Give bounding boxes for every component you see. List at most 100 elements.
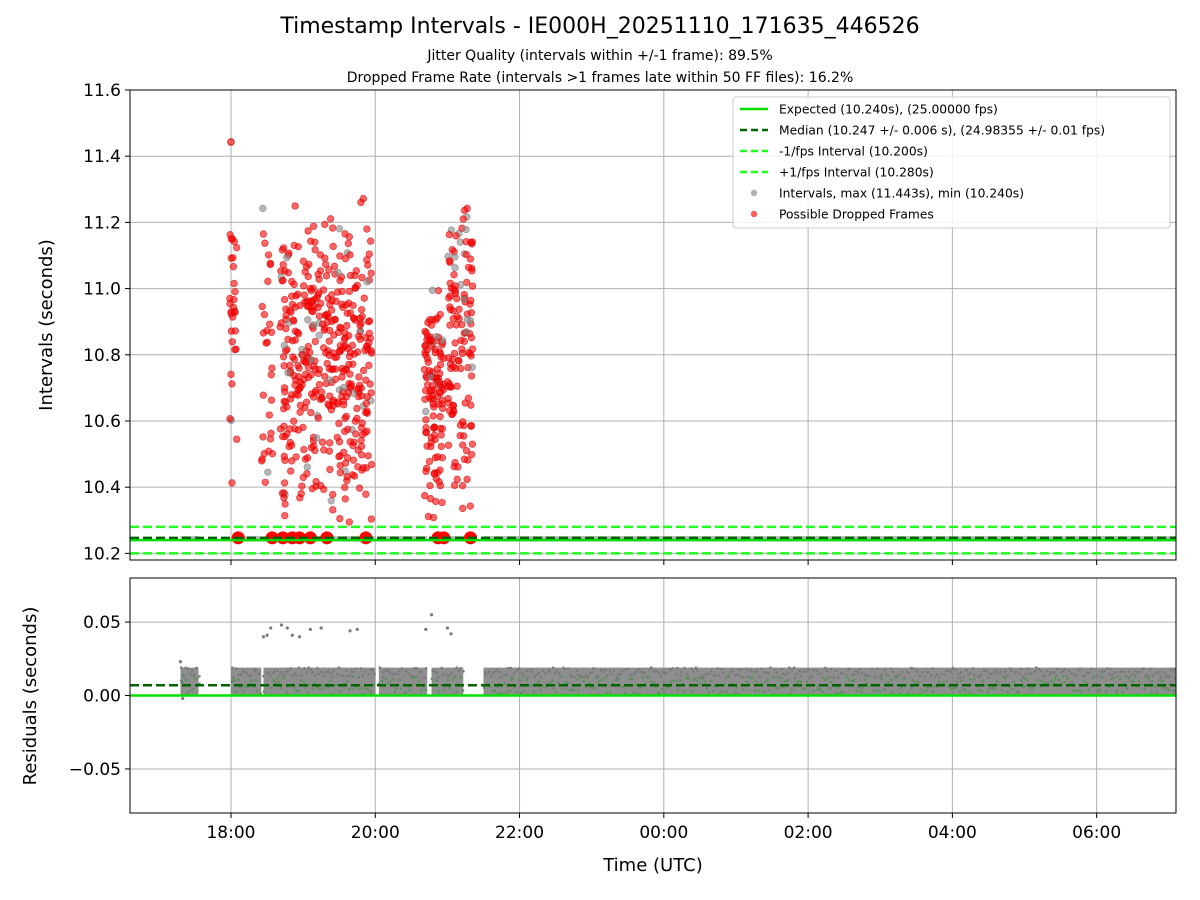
residual-point xyxy=(489,675,493,679)
residual-point xyxy=(803,686,807,690)
dropped-frame-point xyxy=(425,393,433,401)
dropped-frame-point xyxy=(322,272,331,280)
dropped-frame-point xyxy=(314,303,322,312)
residual-point xyxy=(1039,669,1043,673)
residual-point xyxy=(436,675,440,679)
residual-point xyxy=(344,669,348,672)
residual-point xyxy=(1014,670,1018,673)
residual-outlier-point xyxy=(178,660,183,664)
residual-point xyxy=(551,666,555,669)
residual-point xyxy=(391,678,395,681)
interval-y-tick-label: 11.0 xyxy=(83,280,121,300)
residual-point xyxy=(1052,681,1056,684)
residual-point xyxy=(361,674,364,677)
dropped-frame-point xyxy=(280,362,288,370)
residual-point xyxy=(624,668,627,671)
residual-point xyxy=(926,686,930,690)
residual-point xyxy=(705,687,709,690)
residual-point xyxy=(442,688,445,692)
residual-point xyxy=(674,672,678,676)
dropped-frame-point xyxy=(300,445,308,454)
residual-point xyxy=(872,689,876,692)
residual-point xyxy=(1159,675,1163,679)
residual-point xyxy=(685,672,688,676)
dropped-frame-point xyxy=(422,416,430,424)
residual-point xyxy=(439,683,443,687)
dropped-frame-point xyxy=(431,348,440,357)
dropped-frame-point xyxy=(287,308,295,316)
residual-point xyxy=(1070,680,1074,684)
residual-point xyxy=(788,666,791,669)
residual-point xyxy=(351,675,355,678)
residual-point xyxy=(923,690,926,693)
dropped-frame-point xyxy=(260,449,269,458)
dropped-frame-point xyxy=(300,375,308,384)
dropped-frame-point xyxy=(427,438,435,447)
residual-point xyxy=(371,668,374,671)
residual-point xyxy=(760,667,763,671)
residual-point xyxy=(758,689,761,693)
dropped-frame-point xyxy=(427,342,436,350)
residual-point xyxy=(327,686,330,689)
residual-point xyxy=(853,673,856,677)
residual-point xyxy=(462,670,465,673)
residual-point xyxy=(352,687,356,690)
residual-point xyxy=(676,666,679,670)
residual-point xyxy=(1079,690,1082,694)
residual-point xyxy=(755,669,759,672)
residual-point xyxy=(590,686,594,690)
residual-point xyxy=(319,670,323,674)
residual-point xyxy=(1110,677,1114,681)
residual-point xyxy=(1164,675,1168,678)
residual-outlier-point xyxy=(355,627,359,632)
dropped-frame-point xyxy=(226,294,234,303)
interval-point xyxy=(309,321,318,329)
dropped-frame-point xyxy=(259,391,268,399)
dropped-frame-point xyxy=(430,470,439,478)
residual-point xyxy=(751,670,754,673)
residual-point xyxy=(1161,680,1164,683)
interval-y-tick-label: 10.2 xyxy=(83,544,121,564)
residual-point xyxy=(795,672,798,676)
dropped-frame-point xyxy=(288,300,297,309)
residual-point xyxy=(320,687,324,690)
residual-point xyxy=(551,679,554,682)
residual-point xyxy=(357,688,361,691)
residual-point xyxy=(1061,675,1065,678)
dropped-frame-point xyxy=(366,237,375,245)
residual-point xyxy=(250,679,253,682)
residual-point xyxy=(709,669,713,673)
residual-point xyxy=(978,675,982,679)
residual-point xyxy=(234,690,237,694)
dropped-frame-point xyxy=(342,412,351,421)
residual-point xyxy=(1048,673,1052,676)
residual-point xyxy=(1114,691,1118,694)
residual-point xyxy=(457,669,461,673)
dropped-frame-point xyxy=(320,326,328,334)
dropped-frame-point xyxy=(467,352,475,360)
dropped-frame-point xyxy=(367,515,376,523)
residual-point xyxy=(582,676,586,679)
dropped-frame-point xyxy=(309,222,318,230)
dropped-frame-point xyxy=(433,365,441,373)
interval-point xyxy=(315,331,323,339)
residual-point xyxy=(754,670,757,674)
dropped-frame-point xyxy=(340,335,349,344)
residual-point xyxy=(307,666,310,669)
residual-point xyxy=(541,684,545,688)
dropped-frame-point xyxy=(436,412,444,421)
residual-point xyxy=(575,678,579,682)
residual-point xyxy=(696,679,700,683)
residual-point xyxy=(934,675,937,679)
residual-point xyxy=(1121,690,1124,694)
dropped-frame-point xyxy=(228,380,236,388)
dropped-frame-point xyxy=(279,405,288,413)
dropped-frame-point xyxy=(294,361,302,370)
residual-point xyxy=(503,682,506,685)
dropped-frame-point xyxy=(328,365,336,374)
residual-point xyxy=(184,678,188,682)
dropped-frame-point xyxy=(325,266,333,274)
residual-point xyxy=(679,674,682,678)
residual-y-tick-label: −0.05 xyxy=(69,760,121,780)
dropped-frame-point xyxy=(449,315,457,323)
